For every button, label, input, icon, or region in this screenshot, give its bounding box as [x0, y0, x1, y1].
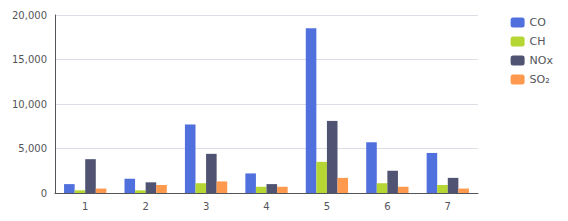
svg-text:6: 6 — [384, 201, 390, 212]
svg-text:4: 4 — [263, 201, 269, 212]
svg-text:CH: CH — [530, 35, 546, 48]
svg-text:7: 7 — [445, 201, 451, 212]
svg-text:2: 2 — [142, 201, 148, 212]
svg-text:0: 0 — [41, 188, 47, 199]
svg-text:5: 5 — [324, 201, 330, 212]
svg-text:SO₂: SO₂ — [530, 73, 550, 86]
svg-text:15,000: 15,000 — [12, 54, 47, 65]
svg-text:1: 1 — [82, 201, 88, 212]
svg-text:5,000: 5,000 — [18, 143, 47, 154]
svg-text:20,000: 20,000 — [12, 10, 47, 21]
svg-text:3: 3 — [203, 201, 209, 212]
svg-text:NOx: NOx — [530, 54, 554, 67]
svg-text:CO: CO — [530, 16, 547, 29]
svg-text:10,000: 10,000 — [12, 99, 47, 110]
